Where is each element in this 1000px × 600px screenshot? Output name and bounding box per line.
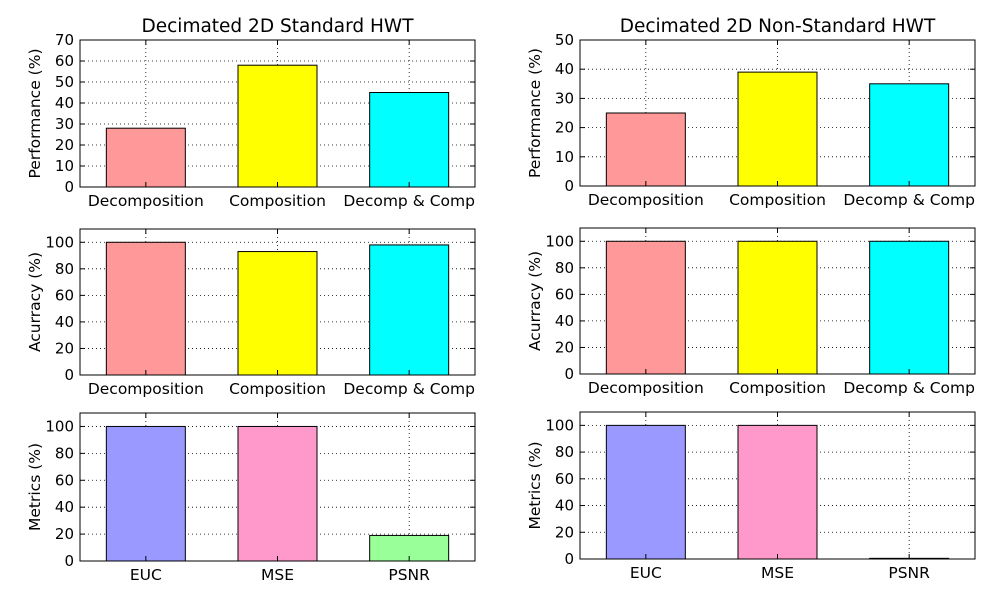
x-tick-label: Decomp & Comp (843, 191, 975, 209)
x-tick-label: MSE (761, 564, 794, 582)
y-tick-label: 100 (545, 416, 574, 434)
x-tick-label: Composition (229, 192, 326, 210)
y-tick-label: 40 (555, 60, 574, 78)
bar-euc (105, 425, 186, 562)
y-tick-label: 20 (555, 338, 574, 356)
x-tick-label: Decomp & Comp (343, 192, 475, 210)
x-tick-label: PSNR (388, 566, 430, 584)
y-axis-label: Acurracy (%) (526, 251, 544, 351)
y-tick-label: 40 (55, 498, 74, 516)
bar-decomp-comp (869, 240, 950, 375)
bar-composition (237, 64, 318, 188)
x-tick-label: EUC (630, 564, 662, 582)
y-tick-label: 40 (555, 497, 574, 515)
subplot-6: 0 20 40 60 80 100 EUC MSE PSNR Metrics (%) (526, 411, 976, 582)
y-tick-label: 80 (555, 259, 574, 277)
bar-decomp-comp (369, 92, 450, 188)
y-tick-label: 60 (55, 471, 74, 489)
y-tick-label: 70 (55, 31, 74, 49)
bar-composition (737, 71, 818, 187)
subplot-4: 0 20 40 60 80 100 Decomposition Composition Deco… (526, 227, 976, 397)
y-tick-label: 100 (545, 232, 574, 250)
y-tick-label: 60 (555, 470, 574, 488)
x-tick-label: PSNR (888, 564, 930, 582)
y-tick-label: 80 (55, 260, 74, 278)
bar-mse (237, 425, 318, 562)
subplot-3: 0 20 40 60 80 100 Decomposition Composition Deco… (26, 228, 476, 398)
y-tick-label: 80 (55, 444, 74, 462)
x-tick-label: Decomposition (588, 191, 704, 209)
y-tick-label: 30 (555, 89, 574, 107)
bar-mse (737, 424, 818, 560)
y-tick-label: 0 (564, 550, 574, 568)
x-tick-label: Decomposition (588, 379, 704, 397)
subplot-1: 0 10 20 30 40 50 60 70 Decomposition Composition D… (26, 16, 476, 210)
chart-title: Decimated 2D Non-Standard HWT (620, 16, 936, 37)
y-tick-label: 80 (555, 443, 574, 461)
chart-title: Decimated 2D Standard HWT (142, 16, 415, 37)
y-tick-label: 100 (45, 233, 74, 251)
y-tick-label: 60 (555, 285, 574, 303)
y-axis-label: Metrics (%) (26, 443, 44, 531)
bar-composition (237, 251, 318, 376)
x-tick-label: Composition (729, 379, 826, 397)
bar-decomposition (605, 112, 686, 187)
y-tick-label: 40 (55, 94, 74, 112)
y-tick-label: 40 (55, 313, 74, 331)
x-tick-label: MSE (261, 566, 294, 584)
bar-decomposition (105, 241, 186, 376)
bar-decomp-comp (869, 83, 950, 187)
bar-decomposition (605, 240, 686, 375)
y-axis-label: Performance (%) (26, 49, 44, 179)
y-tick-label: 20 (55, 525, 74, 543)
y-tick-label: 10 (555, 148, 574, 166)
x-tick-label: Decomp & Comp (343, 380, 475, 398)
y-axis-label: Acurracy (%) (26, 252, 44, 352)
subplot-5: 0 20 40 60 80 100 EUC MSE PSNR Metrics (%) (26, 412, 476, 584)
x-tick-label: Decomposition (88, 192, 204, 210)
bar-euc (605, 424, 686, 560)
y-tick-label: 30 (55, 115, 74, 133)
x-tick-label: EUC (130, 566, 162, 584)
y-tick-label: 0 (564, 177, 574, 195)
bar-decomp-comp (369, 244, 450, 376)
x-tick-label: Composition (229, 380, 326, 398)
y-tick-label: 20 (55, 339, 74, 357)
y-tick-label: 0 (564, 365, 574, 383)
x-tick-label: Decomp & Comp (843, 379, 975, 397)
y-tick-label: 20 (555, 523, 574, 541)
y-tick-label: 10 (55, 157, 74, 175)
bar-decomposition (105, 127, 186, 188)
bar-composition (737, 240, 818, 375)
y-tick-label: 50 (555, 31, 574, 49)
y-tick-label: 0 (64, 552, 74, 570)
y-tick-label: 20 (55, 136, 74, 154)
y-tick-label: 100 (45, 417, 74, 435)
y-axis-label: Metrics (%) (526, 441, 544, 529)
y-tick-label: 20 (555, 119, 574, 137)
y-tick-label: 0 (64, 366, 74, 384)
x-tick-label: Composition (729, 191, 826, 209)
x-tick-label: Decomposition (88, 380, 204, 398)
y-axis-label: Performance (%) (526, 48, 544, 178)
y-tick-label: 0 (64, 178, 74, 196)
y-tick-label: 60 (55, 286, 74, 304)
y-tick-label: 40 (555, 312, 574, 330)
y-tick-label: 60 (55, 52, 74, 70)
subplot-2: 0 10 20 30 40 50 Decomposition Composition Decom… (526, 16, 976, 209)
y-tick-label: 50 (55, 73, 74, 91)
